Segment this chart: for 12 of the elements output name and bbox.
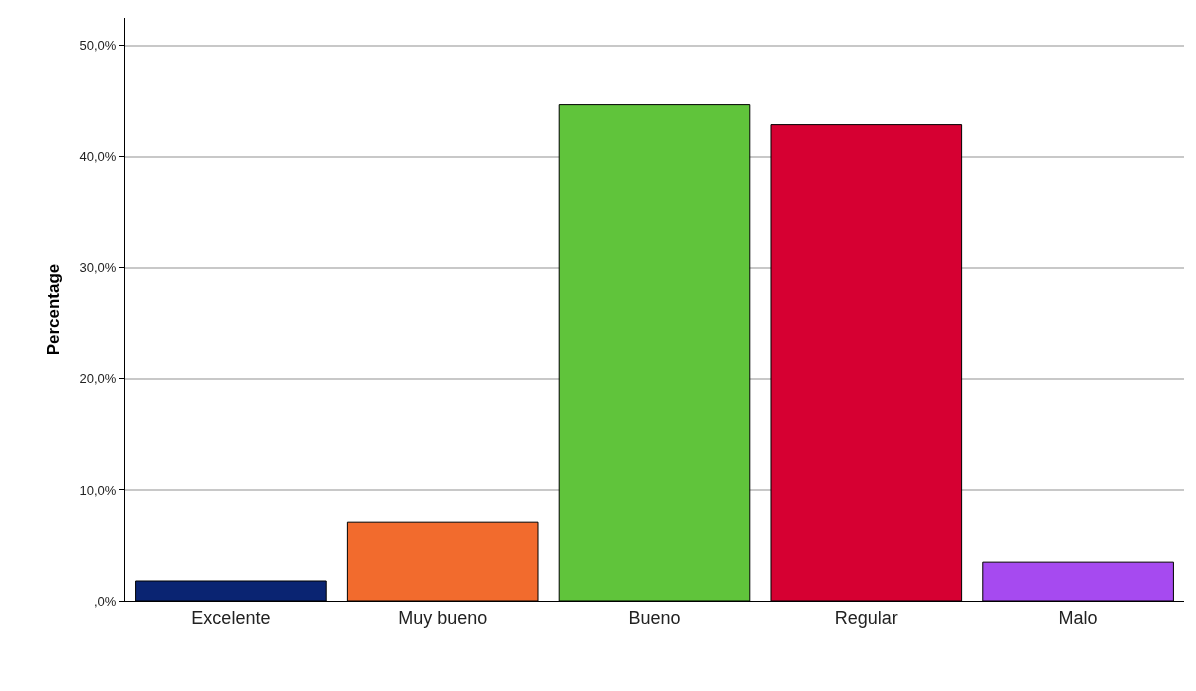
y-tick-label: 40,0% <box>79 149 117 165</box>
y-tick-label: ,0% <box>93 593 117 609</box>
x-tick-label: Bueno <box>628 607 681 628</box>
y-tick-label: 30,0% <box>79 260 117 276</box>
y-tick-label: 10,0% <box>79 482 117 498</box>
x-tick-label: Malo <box>1058 607 1098 628</box>
x-tick-label: Muy bueno <box>398 607 488 628</box>
x-tick-label: Regular <box>834 607 898 628</box>
y-axis-title: Percentage <box>44 263 64 356</box>
y-tick-label: 50,0% <box>79 38 117 54</box>
x-tick-label: Excelente <box>191 607 271 628</box>
y-tick-label: 20,0% <box>79 371 117 387</box>
